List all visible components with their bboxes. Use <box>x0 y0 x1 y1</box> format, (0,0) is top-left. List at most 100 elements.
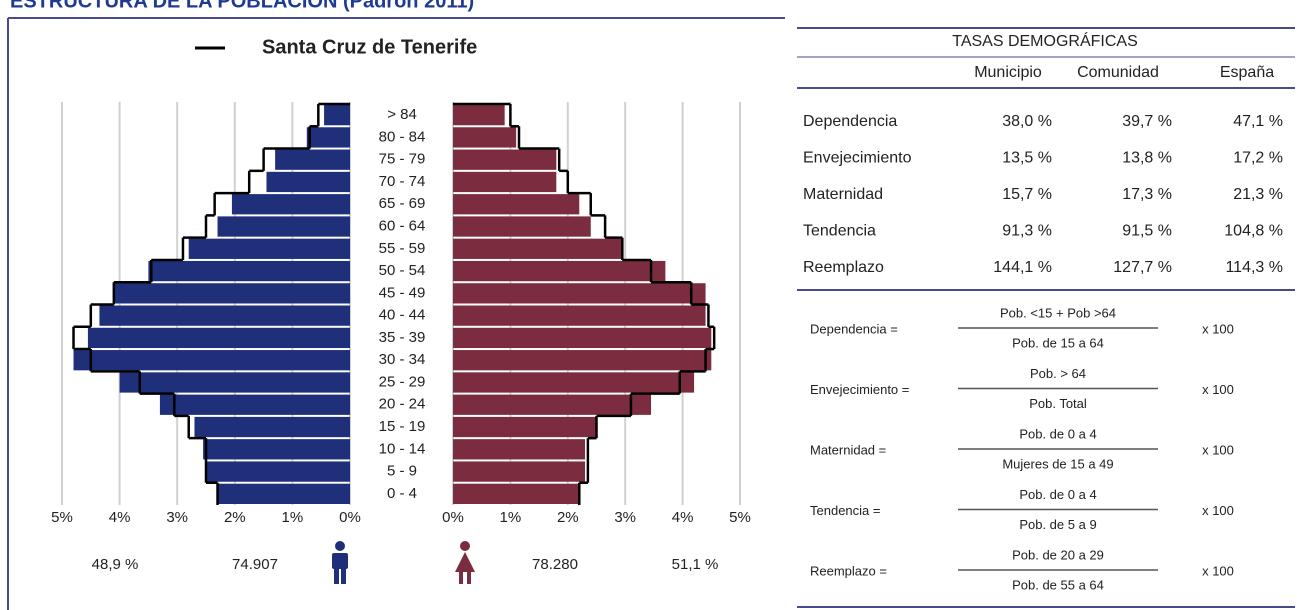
category-label: 0 - 4 <box>387 485 417 502</box>
bar <box>275 149 350 170</box>
bar <box>119 372 350 393</box>
bar <box>453 127 517 148</box>
x-tick-label: 2% <box>557 509 579 526</box>
bar <box>453 171 557 193</box>
bar <box>453 350 712 371</box>
table-cell: 114,3 % <box>1225 259 1283 276</box>
table-cell: 91,5 % <box>1122 223 1172 240</box>
table-cell: 47,1 % <box>1233 113 1283 130</box>
row-label: Dependencia <box>803 113 897 130</box>
formula-denominator: Pob. de 5 a 9 <box>1019 517 1096 532</box>
bar <box>217 483 350 504</box>
bar <box>203 439 350 460</box>
formula-numerator: Pob. > 64 <box>1030 366 1086 381</box>
formula-factor: x 100 <box>1202 321 1234 336</box>
category-label: 80 - 84 <box>379 128 426 145</box>
row-label: Maternidad <box>803 186 883 203</box>
x-tick-label: 2% <box>224 509 246 526</box>
bar <box>148 260 350 282</box>
category-label: 35 - 39 <box>379 329 426 346</box>
table-cell: 13,8 % <box>1122 150 1172 167</box>
column-header: Municipio <box>974 64 1042 81</box>
category-label: 75 - 79 <box>379 151 426 168</box>
bar <box>194 416 350 438</box>
bar <box>453 327 712 349</box>
bar <box>87 327 351 349</box>
table-title: TASAS DEMOGRÁFICAS <box>952 31 1138 50</box>
bar <box>453 394 652 415</box>
x-tick-label: 0% <box>442 509 464 526</box>
x-tick-label: 4% <box>672 509 694 526</box>
bar <box>73 350 351 371</box>
category-label: 70 - 74 <box>379 173 426 190</box>
summary-text: 51,1 % <box>672 556 719 573</box>
formula-label: Reemplazo = <box>810 563 887 578</box>
x-tick-label: 5% <box>51 509 73 526</box>
bar <box>453 149 557 170</box>
formula-factor: x 100 <box>1202 442 1234 457</box>
x-tick-label: 3% <box>166 509 188 526</box>
category-label: 50 - 54 <box>379 262 426 279</box>
formula-denominator: Pob. de 15 a 64 <box>1012 335 1104 350</box>
category-label: 45 - 49 <box>379 284 426 301</box>
formula-numerator: Pob. de 0 a 4 <box>1019 426 1096 441</box>
bar <box>453 439 586 460</box>
category-label: 40 - 44 <box>379 307 426 324</box>
x-tick-label: 5% <box>729 509 751 526</box>
column-header: Comunidad <box>1077 64 1159 81</box>
bar <box>453 194 580 215</box>
female-icon <box>455 541 475 584</box>
table-cell: 13,5 % <box>1002 150 1052 167</box>
bar <box>453 483 580 504</box>
category-label: > 84 <box>387 106 417 123</box>
table-cell: 91,3 % <box>1002 223 1052 240</box>
formula-denominator: Pob. de 55 a 64 <box>1012 577 1104 592</box>
bar <box>99 305 350 326</box>
row-label: Envejecimiento <box>803 150 912 167</box>
row-label: Tendencia <box>803 223 876 240</box>
category-label: 65 - 69 <box>379 195 426 212</box>
table-cell: 17,3 % <box>1122 186 1172 203</box>
bar <box>453 372 695 393</box>
table-cell: 104,8 % <box>1224 223 1283 240</box>
category-label: 15 - 19 <box>379 418 426 435</box>
table-cell: 17,2 % <box>1233 150 1283 167</box>
bar <box>217 216 350 237</box>
category-label: 55 - 59 <box>379 240 426 257</box>
category-label: 30 - 34 <box>379 351 426 368</box>
male-icon <box>332 541 348 584</box>
bar <box>188 238 350 259</box>
formula-label: Maternidad = <box>810 442 886 457</box>
table-cell: 127,7 % <box>1113 259 1172 276</box>
summary-text: 48,9 % <box>92 556 139 573</box>
x-tick-label: 4% <box>109 509 131 526</box>
formula-denominator: Mujeres de 15 a 49 <box>1002 456 1113 471</box>
bar <box>453 461 586 482</box>
x-tick-label: 3% <box>614 509 636 526</box>
formula-numerator: Pob. de 0 a 4 <box>1019 487 1096 502</box>
category-label: 5 - 9 <box>387 463 417 480</box>
table-rules <box>797 27 1295 608</box>
bar <box>113 283 350 304</box>
formula-numerator: Pob. <15 + Pob >64 <box>1000 305 1116 320</box>
bar <box>206 461 350 482</box>
bar <box>453 216 591 237</box>
bar <box>453 105 505 126</box>
formula-label: Tendencia = <box>810 503 880 518</box>
category-label: 60 - 64 <box>379 217 426 234</box>
summary-text: 78.280 <box>532 556 578 573</box>
bar <box>453 260 666 282</box>
table-cell: 15,7 % <box>1002 186 1052 203</box>
table-cell: 21,3 % <box>1233 186 1283 203</box>
legend-label: Santa Cruz de Tenerife <box>262 36 477 58</box>
x-tick-label: 0% <box>339 509 361 526</box>
bar <box>453 283 706 304</box>
category-label: 20 - 24 <box>379 396 426 413</box>
x-tick-label: 1% <box>500 509 522 526</box>
formula-factor: x 100 <box>1202 382 1234 397</box>
table-cell: 144,1 % <box>993 259 1052 276</box>
formula-numerator: Pob. de 20 a 29 <box>1012 547 1104 562</box>
formula-label: Envejecimiento = <box>810 382 909 397</box>
